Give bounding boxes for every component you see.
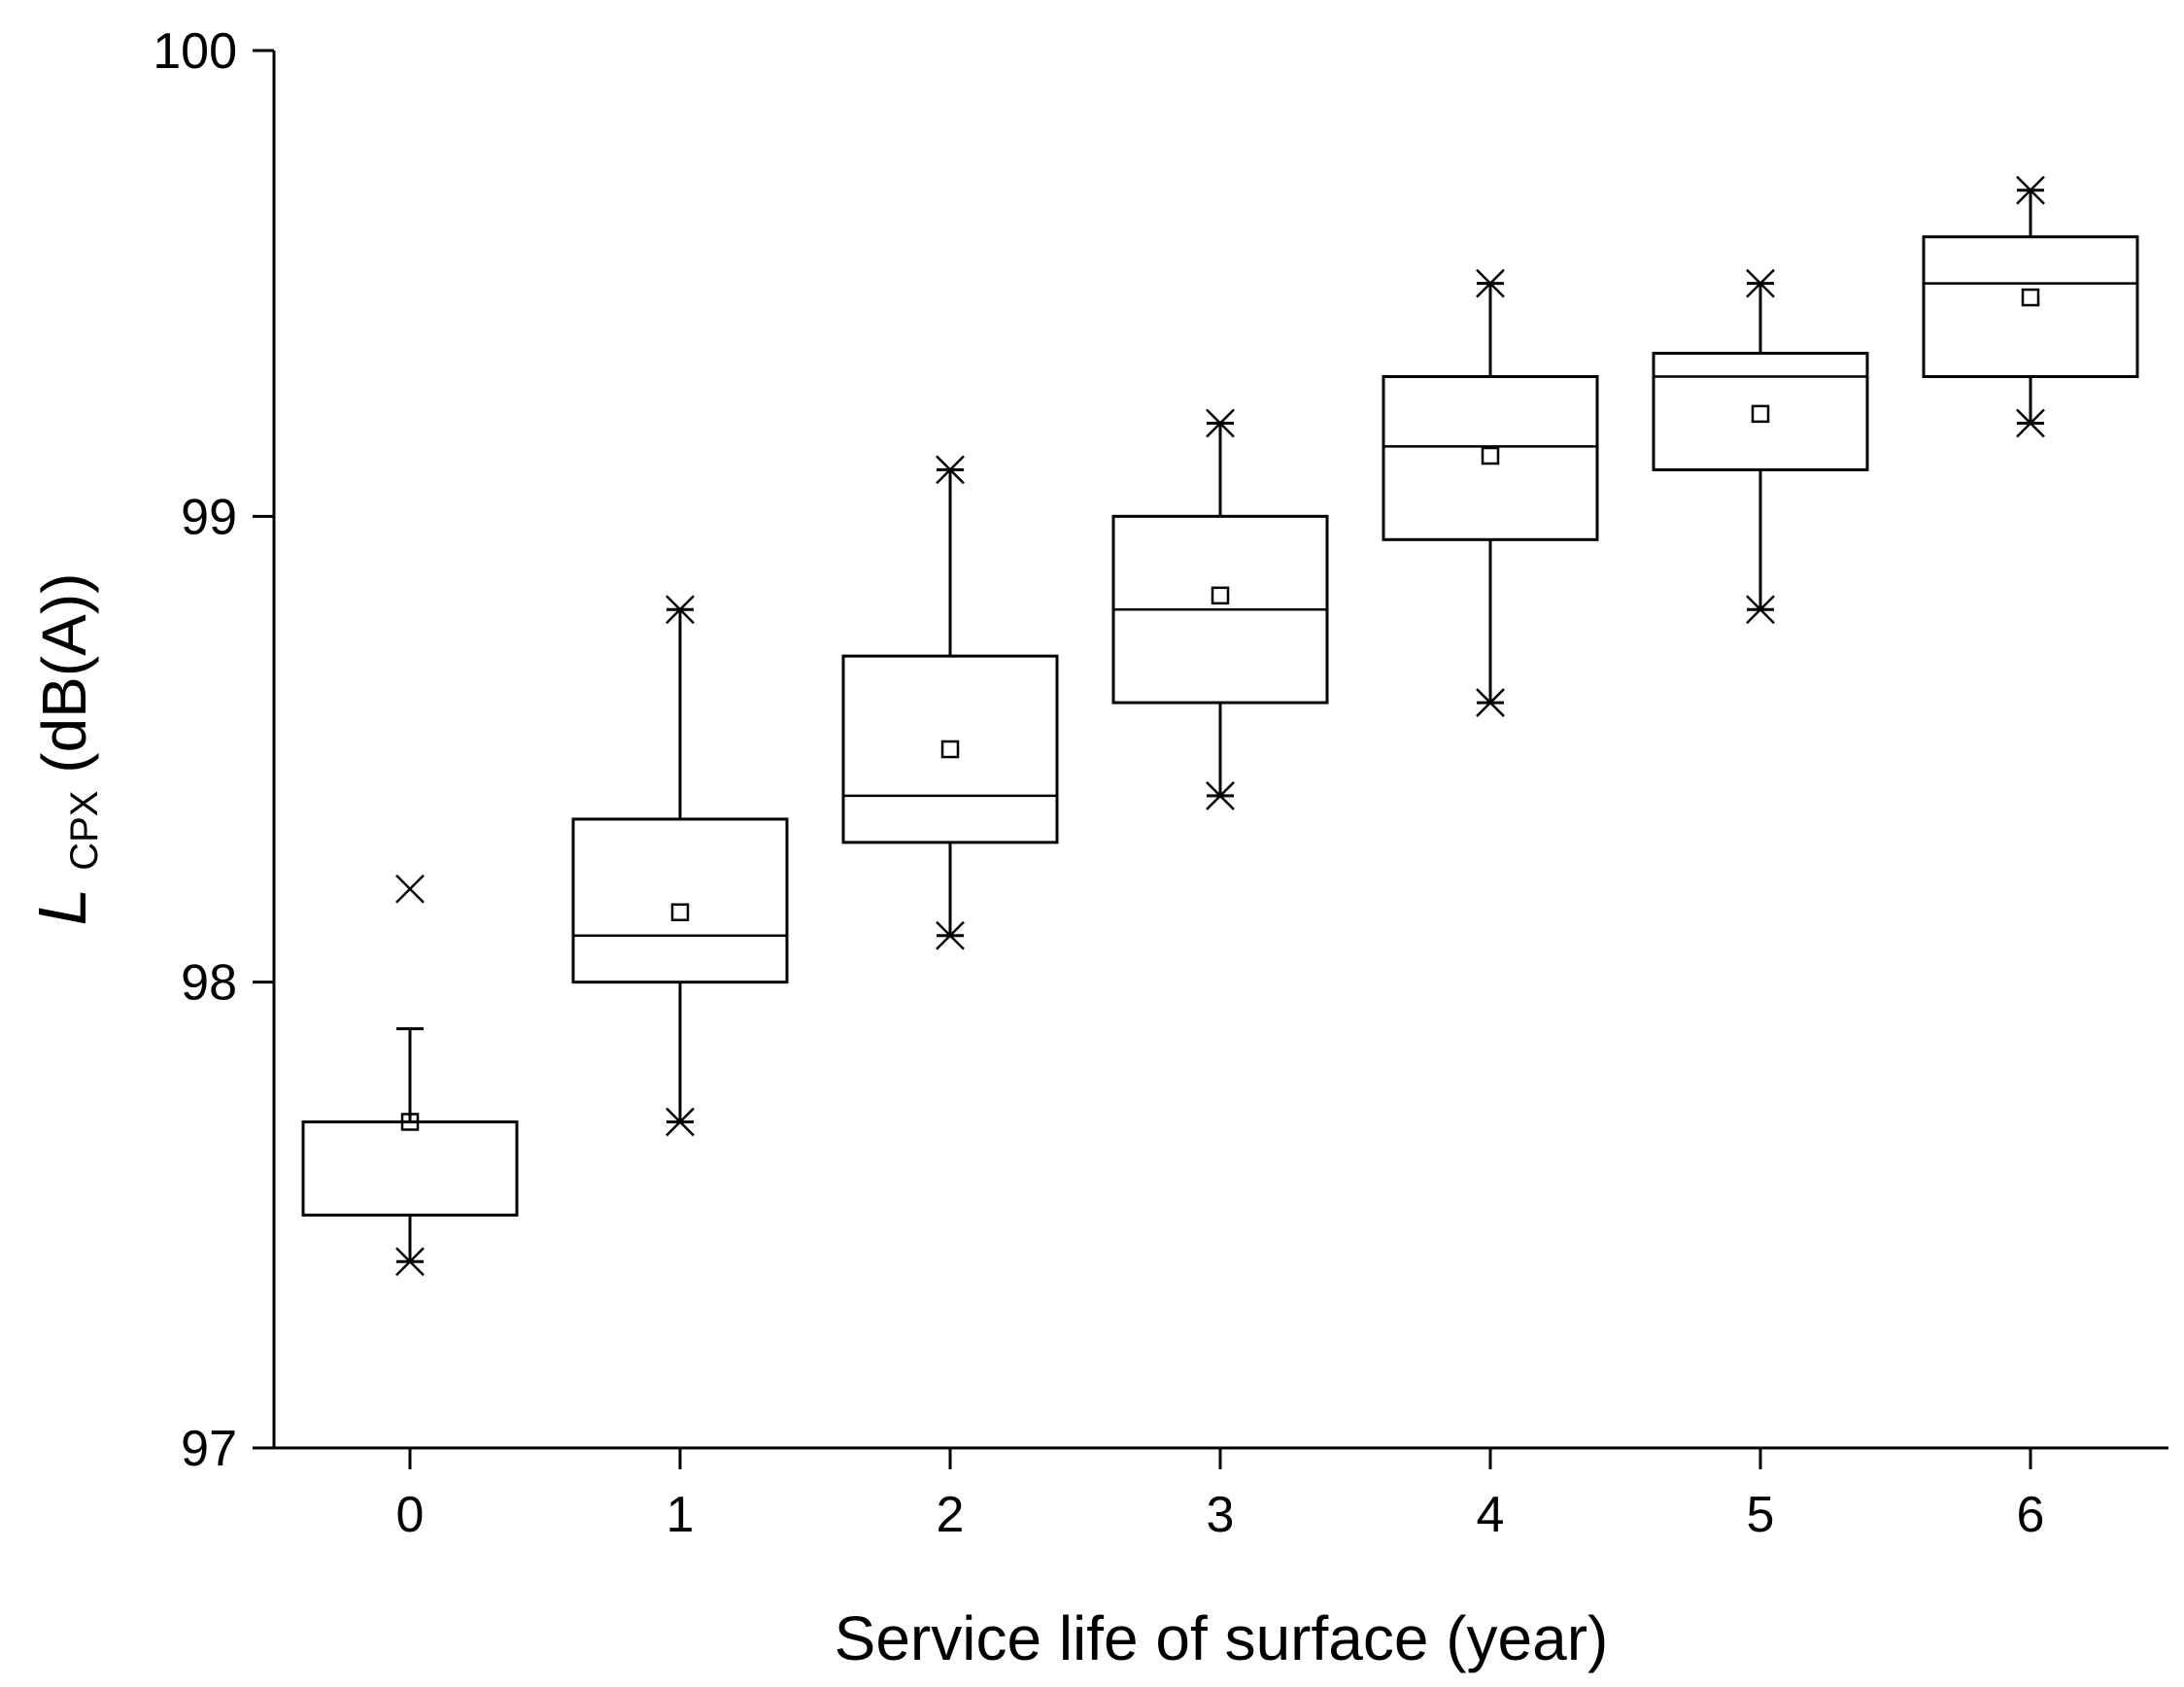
min-marker — [1746, 595, 1775, 625]
max-marker — [1476, 268, 1505, 298]
interquartile-box — [841, 654, 1059, 844]
mean-marker — [1751, 404, 1770, 424]
box-year-5 — [1652, 268, 1869, 625]
x-axis-ticks: 0 1 2 3 4 5 6 — [396, 1448, 2045, 1543]
max-marker — [395, 874, 425, 904]
min-marker — [936, 920, 965, 950]
max-marker — [1746, 268, 1775, 298]
x-tick-label: 2 — [937, 1487, 965, 1543]
box-year-3 — [1111, 408, 1329, 810]
y-axis-title-unit: (dB(A)) — [29, 573, 99, 774]
box-year-2 — [841, 455, 1059, 950]
mean-marker — [2021, 288, 2040, 307]
interquartile-box — [1922, 235, 2139, 379]
box-year-1 — [571, 595, 789, 1137]
x-tick-label: 0 — [396, 1487, 425, 1543]
min-marker — [395, 1247, 425, 1277]
min-marker — [1206, 781, 1235, 810]
x-tick-label: 4 — [1477, 1487, 1505, 1543]
x-tick-label: 1 — [666, 1487, 695, 1543]
box-year-4 — [1382, 268, 1599, 717]
min-marker — [2016, 408, 2045, 438]
y-axis-title: L CPX (dB(A)) — [24, 573, 111, 926]
x-tick-label: 3 — [1207, 1487, 1235, 1543]
mean-marker — [670, 903, 690, 922]
mean-marker — [1481, 446, 1500, 465]
y-tick-label: 100 — [153, 23, 237, 80]
plot-area — [301, 175, 2139, 1277]
min-marker — [665, 1107, 695, 1137]
y-axis-title-subscript: CPX — [63, 791, 106, 871]
box-year-6 — [1922, 175, 2139, 438]
y-axis-ticks: 97 98 99 100 — [153, 23, 274, 1477]
mean-marker — [1211, 586, 1230, 605]
y-tick-label: 99 — [181, 489, 237, 545]
x-tick-label: 6 — [2017, 1487, 2045, 1543]
interquartile-box — [1652, 352, 1869, 471]
mean-marker — [400, 1113, 420, 1131]
max-marker — [2016, 175, 2045, 205]
mean-marker — [940, 740, 960, 759]
y-axis-title-symbol: L — [24, 888, 100, 926]
x-axis-title: Service life of surface (year) — [835, 1603, 1609, 1673]
interquartile-box — [301, 1119, 519, 1217]
max-marker — [665, 595, 695, 625]
box-year-0 — [301, 874, 519, 1277]
x-tick-label: 5 — [1747, 1487, 1775, 1543]
y-tick-label: 97 — [181, 1421, 237, 1477]
interquartile-box — [1382, 375, 1599, 541]
interquartile-box — [571, 817, 789, 984]
y-tick-label: 98 — [181, 955, 237, 1012]
max-marker — [1206, 408, 1235, 438]
min-marker — [1476, 688, 1505, 717]
max-marker — [936, 455, 965, 485]
